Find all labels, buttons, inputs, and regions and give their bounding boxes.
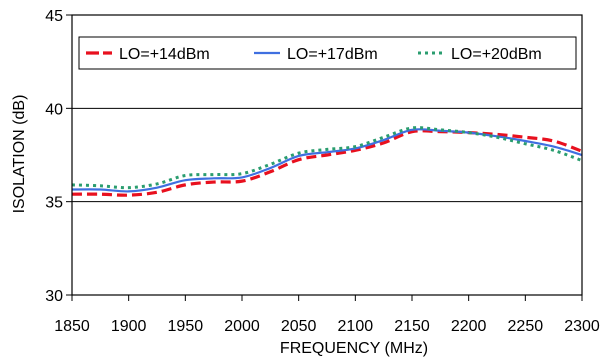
y-tick-labels: 30 35 40 45 (45, 8, 63, 305)
x-tick-label: 2200 (451, 318, 487, 335)
x-tick-label: 2000 (224, 318, 260, 335)
x-tick-label: 2250 (508, 318, 544, 335)
series-lines (71, 126, 583, 197)
series-line-3 (71, 126, 583, 190)
legend: LO=+14dBm LO=+17dBm LO=+20dBm (78, 36, 577, 70)
y-axis-title: ISOLATION (dB) (11, 95, 28, 214)
tick-marks (66, 14, 583, 301)
legend-label-1: LO=+14dBm (119, 46, 210, 63)
y-tick-label: 45 (45, 8, 63, 25)
y-tick-label: 35 (45, 195, 63, 212)
x-tick-label: 1950 (168, 318, 204, 335)
x-tick-label: 2150 (394, 318, 430, 335)
x-tick-labels: 1850 1900 1950 2000 2050 2100 2150 2200 2250 2300 (54, 318, 600, 335)
legend-box (78, 36, 577, 70)
y-tick-label: 30 (45, 288, 63, 305)
plot-frame (71, 14, 583, 296)
x-tick-label: 2100 (338, 318, 374, 335)
x-tick-label: 2050 (281, 318, 317, 335)
grid-lines (72, 107, 582, 203)
x-axis-title: FREQUENCY (MHz) (280, 340, 428, 357)
legend-label-3: LO=+20dBm (451, 46, 542, 63)
series-line-1 (71, 129, 583, 197)
x-tick-label: 1850 (54, 318, 90, 335)
x-tick-label: 1900 (111, 318, 147, 335)
legend-label-2: LO=+17dBm (287, 46, 378, 63)
y-tick-label: 40 (45, 101, 63, 118)
x-tick-label: 2300 (564, 318, 600, 335)
